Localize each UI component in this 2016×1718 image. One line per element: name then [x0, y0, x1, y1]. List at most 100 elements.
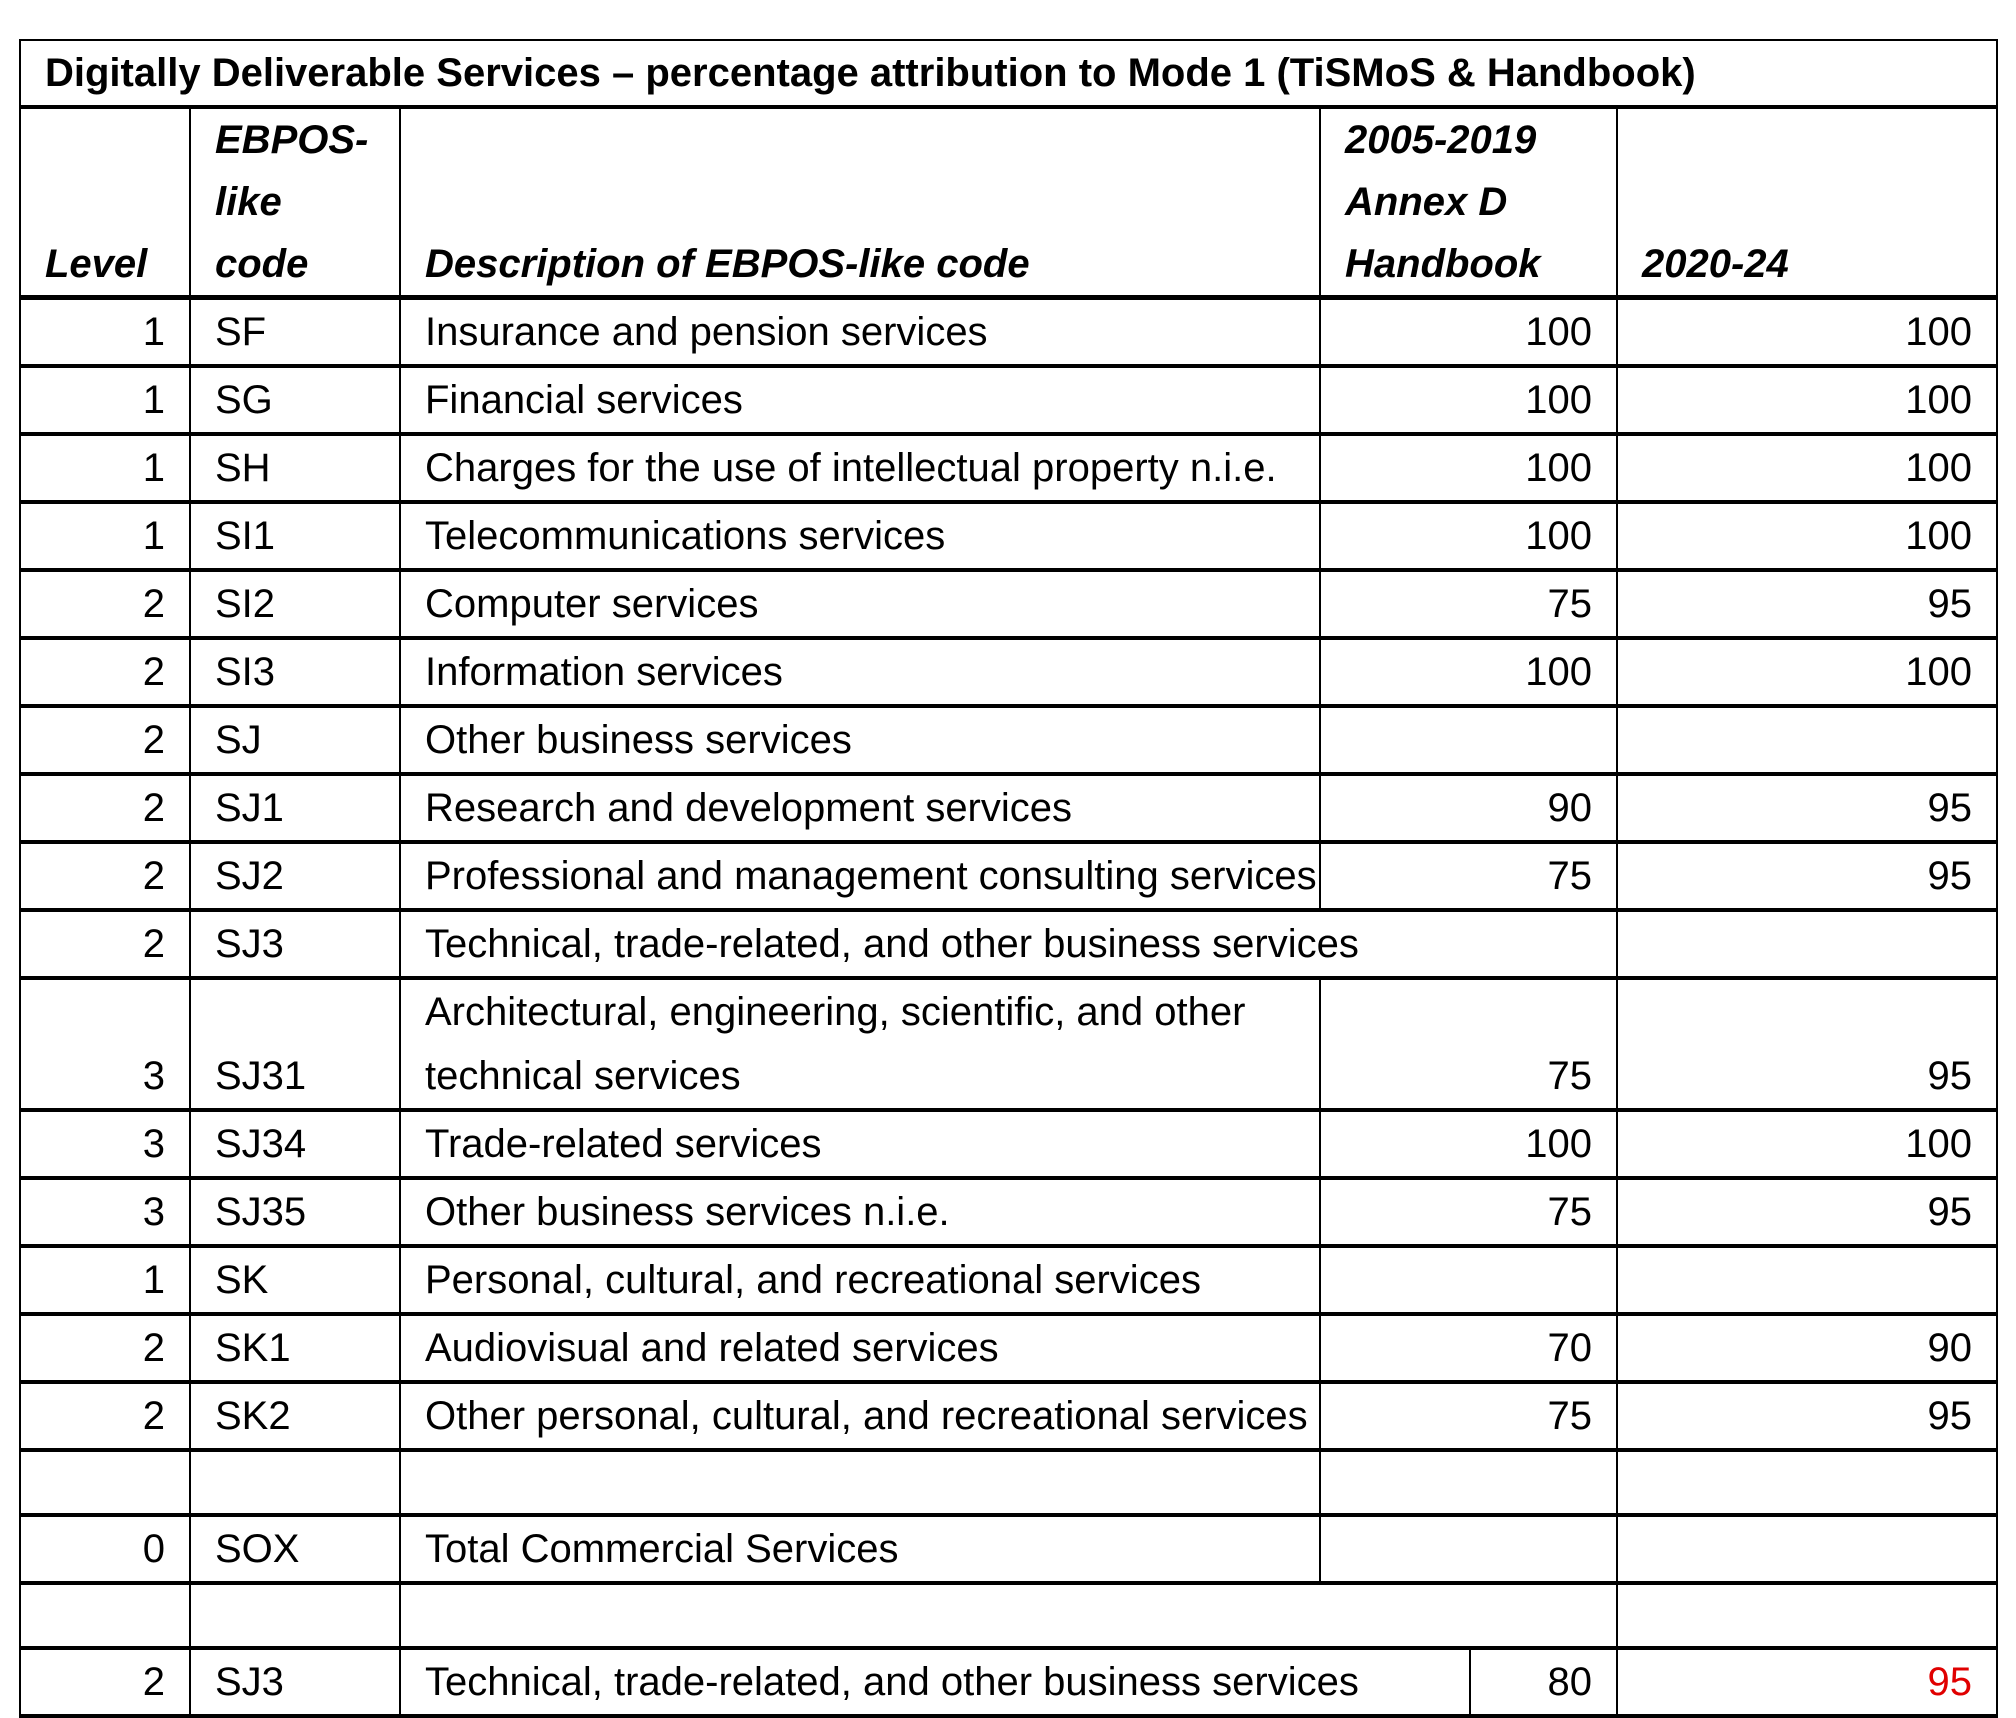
cell-recent: 100	[1615, 432, 1999, 503]
table-title-row: Digitally Deliverable Services – percent…	[18, 39, 1999, 109]
table-row: 2 SJ1 Research and development services …	[19, 772, 1999, 843]
cell-handbook: 100	[1319, 500, 1618, 571]
cell-handbook: 75	[1319, 1380, 1618, 1451]
header-row: Level EBPOS-like code Description of EBPO…	[19, 106, 1999, 300]
cell-handbook: 70	[1319, 1312, 1618, 1383]
cell-handbook: 100	[1319, 636, 1618, 707]
cell-recent: 100	[1615, 500, 1999, 571]
cell-code: SK2	[189, 1380, 401, 1451]
mode1-attribution-table: Digitally Deliverable Services – percent…	[18, 39, 1999, 1718]
cell-handbook: 100	[1319, 1108, 1618, 1179]
cell-level: 1	[19, 432, 191, 503]
cell-description: Information services	[399, 636, 1321, 707]
header-recent: 2020-24	[1615, 106, 1999, 300]
cell-level: 2	[19, 1380, 191, 1451]
table-row: 1 SK Personal, cultural, and recreationa…	[19, 1244, 1999, 1315]
cell-description: Other business services	[399, 704, 1321, 775]
table-row: 1 SF Insurance and pension services 100 …	[19, 295, 1999, 367]
cell-code: SJ34	[189, 1108, 401, 1179]
cell-description: Financial services	[399, 364, 1321, 435]
cell-recent: 95	[1615, 1176, 1999, 1247]
cell-level: 1	[19, 1244, 191, 1315]
table-row: 1 SI1 Telecommunications services 100 10…	[19, 500, 1999, 571]
table-row: 1 SH Charges for the use of intellectual…	[19, 432, 1999, 503]
cell-recent: 95	[1615, 840, 1999, 911]
table-row: 1 SG Financial services 100 100	[19, 364, 1999, 435]
cell-description: Other personal, cultural, and recreation…	[399, 1380, 1321, 1451]
cell-level: 1	[19, 295, 191, 367]
cell-description: Audiovisual and related services	[399, 1312, 1321, 1383]
cell-code: SI1	[189, 500, 401, 571]
cell-level: 1	[19, 500, 191, 571]
cell-code: SJ3	[189, 908, 401, 979]
cell-recent: 100	[1615, 1108, 1999, 1179]
cell-handbook: 80	[1469, 1646, 1618, 1718]
cell-description: Total Commercial Services	[399, 1513, 1321, 1584]
cell-code: SI3	[189, 636, 401, 707]
table-row: 2 SK2 Other personal, cultural, and recr…	[19, 1380, 1999, 1451]
cell-level: 2	[19, 772, 191, 843]
cell-description: Technical, trade-related, and other busi…	[399, 1646, 1471, 1718]
table-row: 0 SOX Total Commercial Services	[19, 1513, 1999, 1584]
cell-level: 2	[19, 568, 191, 639]
cell-handbook	[1319, 1448, 1618, 1516]
header-code: EBPOS-like code	[189, 106, 401, 300]
cell-level: 2	[19, 1312, 191, 1383]
cell-code: SG	[189, 364, 401, 435]
table-row: 2 SI3 Information services 100 100	[19, 636, 1999, 707]
cell-handbook	[1319, 1244, 1618, 1315]
cell-code	[189, 1448, 401, 1516]
cell-recent	[1615, 1513, 1999, 1584]
cell-level: 1	[19, 364, 191, 435]
cell-recent: 95	[1615, 1380, 1999, 1451]
cell-handbook: 100	[1319, 364, 1618, 435]
cell-description: Professional and management consulting s…	[399, 840, 1321, 911]
cell-level: 3	[19, 1108, 191, 1179]
cell-handbook: 75	[1319, 976, 1618, 1111]
cell-level: 3	[19, 1176, 191, 1247]
cell-recent	[1615, 1244, 1999, 1315]
table-row: 3 SJ31 Architectural, engineering, scien…	[19, 976, 1999, 1111]
cell-handbook: 75	[1319, 568, 1618, 639]
cell-description: Other business services n.i.e.	[399, 1176, 1321, 1247]
cell-code: SJ35	[189, 1176, 401, 1247]
cell-handbook: 75	[1319, 840, 1618, 911]
cell-recent-highlight: 95	[1615, 1646, 1999, 1718]
cell-handbook: 75	[1319, 1176, 1618, 1247]
header-handbook: 2005-2019 Annex D Handbook	[1319, 106, 1618, 300]
cell-description: Trade-related services	[399, 1108, 1321, 1179]
table-title: Digitally Deliverable Services – percent…	[18, 39, 1999, 109]
cell-description: Computer services	[399, 568, 1321, 639]
table-row: 2 SI2 Computer services 75 95	[19, 568, 1999, 639]
cell-recent: 95	[1615, 568, 1999, 639]
table-row-summary: 2 SJ3 Technical, trade-related, and othe…	[19, 1646, 1999, 1718]
table-row: 3 SJ34 Trade-related services 100 100	[19, 1108, 1999, 1179]
cell-recent	[1615, 704, 1999, 775]
cell-handbook	[1319, 1513, 1618, 1584]
table-row: 2 SJ Other business services	[19, 704, 1999, 775]
cell-description	[399, 1581, 1618, 1649]
cell-code: SJ3	[189, 1646, 401, 1718]
cell-level: 2	[19, 840, 191, 911]
cell-handbook: 90	[1319, 772, 1618, 843]
cell-code: SOX	[189, 1513, 401, 1584]
cell-level	[19, 1581, 191, 1649]
cell-code	[189, 1581, 401, 1649]
cell-description: Insurance and pension services	[399, 295, 1321, 367]
cell-code: SK1	[189, 1312, 401, 1383]
cell-description: Research and development services	[399, 772, 1321, 843]
cell-handbook: 100	[1319, 432, 1618, 503]
cell-description: Technical, trade-related, and other busi…	[399, 908, 1618, 979]
cell-recent: 100	[1615, 364, 1999, 435]
cell-code: SI2	[189, 568, 401, 639]
table-row: 2 SK1 Audiovisual and related services 7…	[19, 1312, 1999, 1383]
cell-description: Telecommunications services	[399, 500, 1321, 571]
cell-recent: 100	[1615, 636, 1999, 707]
cell-handbook	[1319, 704, 1618, 775]
table-row-blank	[19, 1448, 1999, 1516]
cell-description	[399, 1448, 1321, 1516]
table-row: 2 SJ2 Professional and management consul…	[19, 840, 1999, 911]
header-level: Level	[19, 106, 191, 300]
cell-level: 2	[19, 908, 191, 979]
header-description: Description of EBPOS-like code	[399, 106, 1321, 300]
